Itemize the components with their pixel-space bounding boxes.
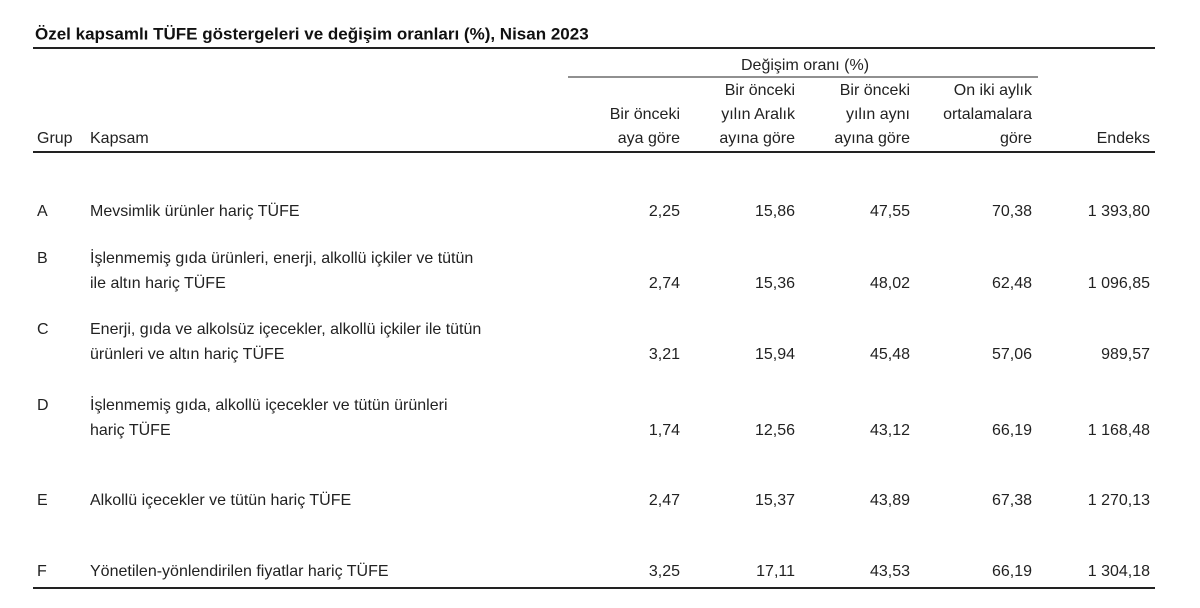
- scope-cell: hariç TÜFE: [90, 421, 171, 439]
- value-cell: 48,02: [870, 275, 910, 292]
- value-cell: 47,55: [870, 203, 910, 220]
- group-cell: C: [37, 321, 49, 338]
- column-header: On iki aylık: [954, 82, 1033, 99]
- group-cell: A: [37, 203, 48, 220]
- value-cell: 70,38: [992, 203, 1032, 220]
- value-cell: 43,89: [870, 492, 910, 509]
- value-cell: 1 304,18: [1088, 563, 1150, 580]
- group-cell: B: [37, 250, 48, 267]
- column-header: ayına göre: [719, 130, 795, 147]
- scope-cell: ürünleri ve altın hariç TÜFE: [90, 345, 284, 363]
- scope-cell: İşlenmemiş gıda, alkollü içecekler ve tü…: [90, 395, 448, 414]
- column-header: Kapsam: [90, 130, 149, 147]
- value-cell: 3,25: [649, 563, 680, 580]
- column-header: Grup: [37, 130, 73, 147]
- value-cell: 12,56: [755, 422, 795, 439]
- value-cell: 67,38: [992, 492, 1032, 509]
- value-cell: 15,94: [755, 346, 795, 363]
- scope-cell: İşlenmemiş gıda ürünleri, enerji, alkoll…: [90, 248, 473, 267]
- group-cell: E: [37, 492, 48, 509]
- value-cell: 43,53: [870, 563, 910, 580]
- table-title: Özel kapsamlı TÜFE göstergeleri ve değiş…: [35, 24, 589, 43]
- value-cell: 62,48: [992, 275, 1032, 292]
- value-cell: 57,06: [992, 346, 1032, 363]
- value-cell: 45,48: [870, 346, 910, 363]
- value-cell: 2,47: [649, 492, 680, 509]
- value-cell: 989,57: [1101, 346, 1150, 363]
- column-header: ortalamalara: [943, 106, 1032, 123]
- column-header: Bir önceki: [610, 106, 680, 123]
- value-cell: 17,11: [756, 563, 795, 580]
- scope-cell: Yönetilen-yönlendirilen fiyatlar hariç T…: [90, 562, 389, 580]
- group-header: Değişim oranı (%): [741, 57, 869, 74]
- column-header: Bir önceki: [725, 82, 795, 99]
- column-header: Bir önceki: [840, 82, 910, 99]
- scope-cell: ile altın hariç TÜFE: [90, 274, 226, 292]
- value-cell: 1 393,80: [1088, 203, 1150, 220]
- column-header: göre: [1000, 130, 1032, 147]
- column-header: yılın aynı: [846, 106, 910, 123]
- value-cell: 2,74: [649, 275, 680, 292]
- value-cell: 1 168,48: [1088, 422, 1150, 439]
- value-cell: 1 096,85: [1088, 275, 1150, 292]
- value-cell: 43,12: [870, 422, 910, 439]
- value-cell: 15,37: [755, 492, 795, 509]
- scope-cell: Mevsimlik ürünler hariç TÜFE: [90, 202, 300, 220]
- column-header: Endeks: [1097, 130, 1150, 147]
- value-cell: 1,74: [649, 422, 680, 439]
- group-cell: D: [37, 397, 49, 414]
- column-header: aya göre: [618, 130, 680, 147]
- value-cell: 2,25: [649, 203, 680, 220]
- scope-cell: Enerji, gıda ve alkolsüz içecekler, alko…: [90, 321, 481, 338]
- value-cell: 15,36: [755, 275, 795, 292]
- column-header: ayına göre: [834, 130, 910, 147]
- group-cell: F: [37, 563, 47, 580]
- value-cell: 1 270,13: [1088, 492, 1150, 509]
- value-cell: 66,19: [992, 422, 1032, 439]
- column-header: yılın Aralık: [721, 106, 796, 123]
- scope-cell: Alkollü içecekler ve tütün hariç TÜFE: [90, 491, 351, 509]
- value-cell: 15,86: [755, 203, 795, 220]
- value-cell: 3,21: [649, 346, 680, 363]
- value-cell: 66,19: [992, 563, 1032, 580]
